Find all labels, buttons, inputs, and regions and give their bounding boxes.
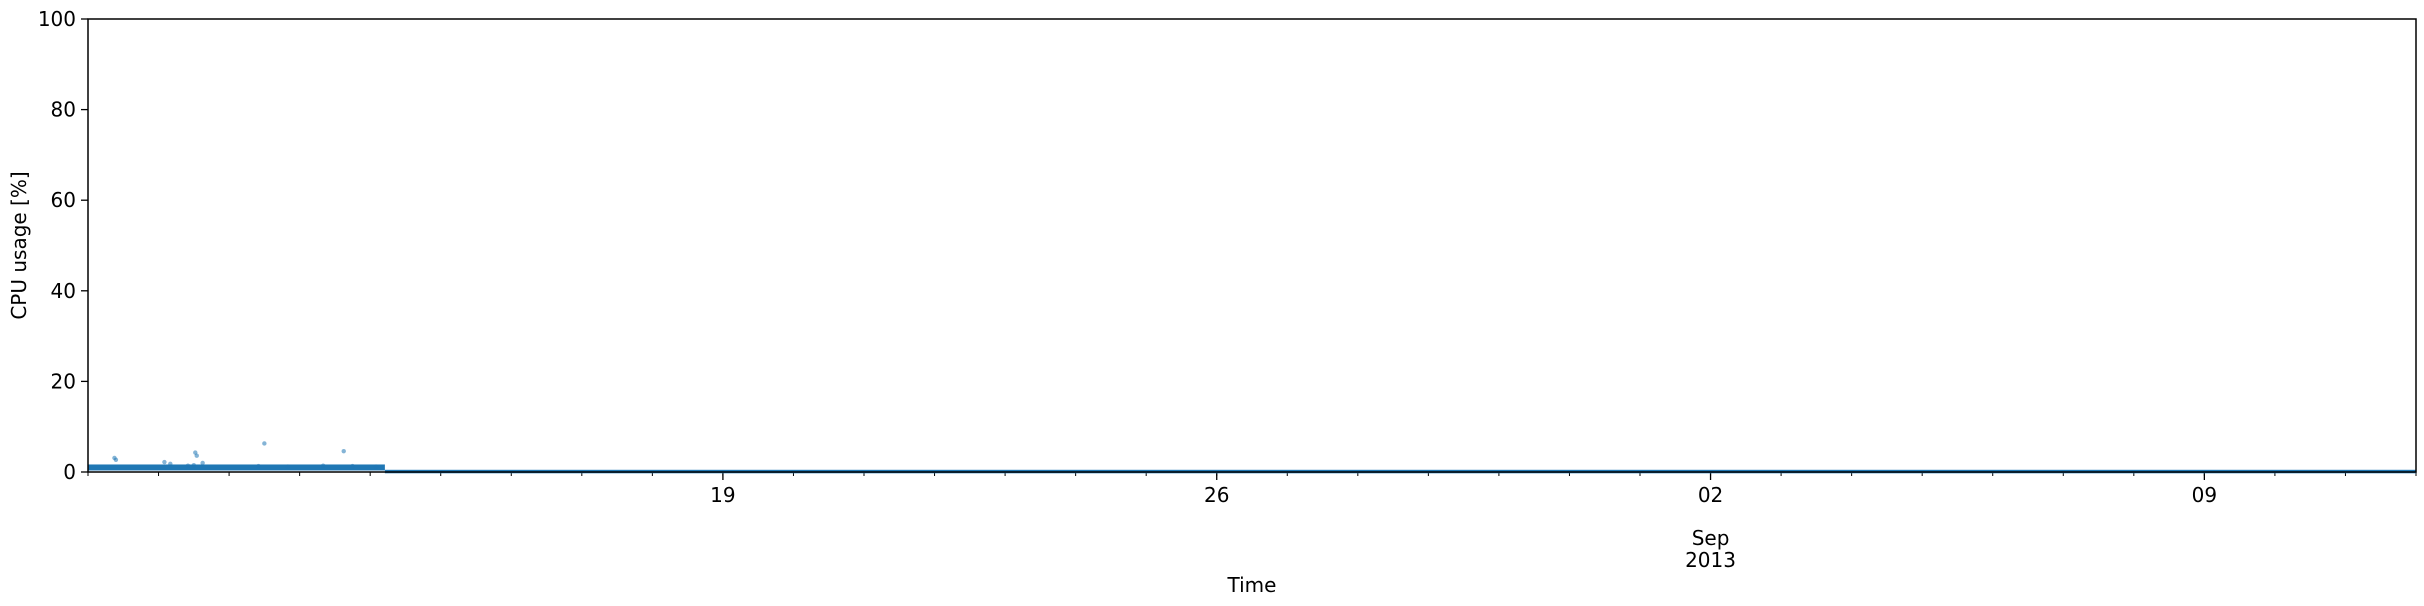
plot-frame	[87, 18, 2417, 473]
y-axis-label: CPU usage [%]	[7, 171, 31, 319]
x-tick-label: 02	[1698, 483, 1723, 507]
data-point	[341, 448, 346, 454]
x-month-label: Sep	[1692, 526, 1730, 550]
x-year-label: 2013	[1685, 548, 1736, 572]
baseline-segment	[88, 464, 385, 471]
data-point	[320, 463, 326, 468]
data-point	[200, 460, 205, 466]
y-tick-label: 0	[63, 460, 76, 484]
data-point	[262, 441, 267, 446]
y-tick-label: 40	[51, 279, 76, 303]
data-point	[191, 463, 197, 468]
y-tick-label: 60	[51, 188, 76, 212]
x-tick-label: 26	[1204, 483, 1229, 507]
data-point	[113, 457, 119, 462]
data-point	[256, 463, 261, 469]
x-tick-label: 19	[710, 483, 735, 507]
data-point	[162, 459, 167, 465]
x-tick-label: 09	[2192, 483, 2217, 507]
y-tick-label: 20	[51, 369, 76, 393]
data-point	[168, 461, 173, 467]
data-point	[350, 463, 355, 469]
data-point	[194, 453, 199, 458]
y-tick-label: 80	[51, 98, 76, 122]
x-axis-label: Time	[1227, 573, 1277, 597]
data-point	[373, 464, 379, 469]
y-tick-label: 100	[38, 7, 76, 31]
plot-area	[88, 441, 2416, 474]
data-point	[285, 464, 291, 469]
data-point	[185, 463, 191, 468]
